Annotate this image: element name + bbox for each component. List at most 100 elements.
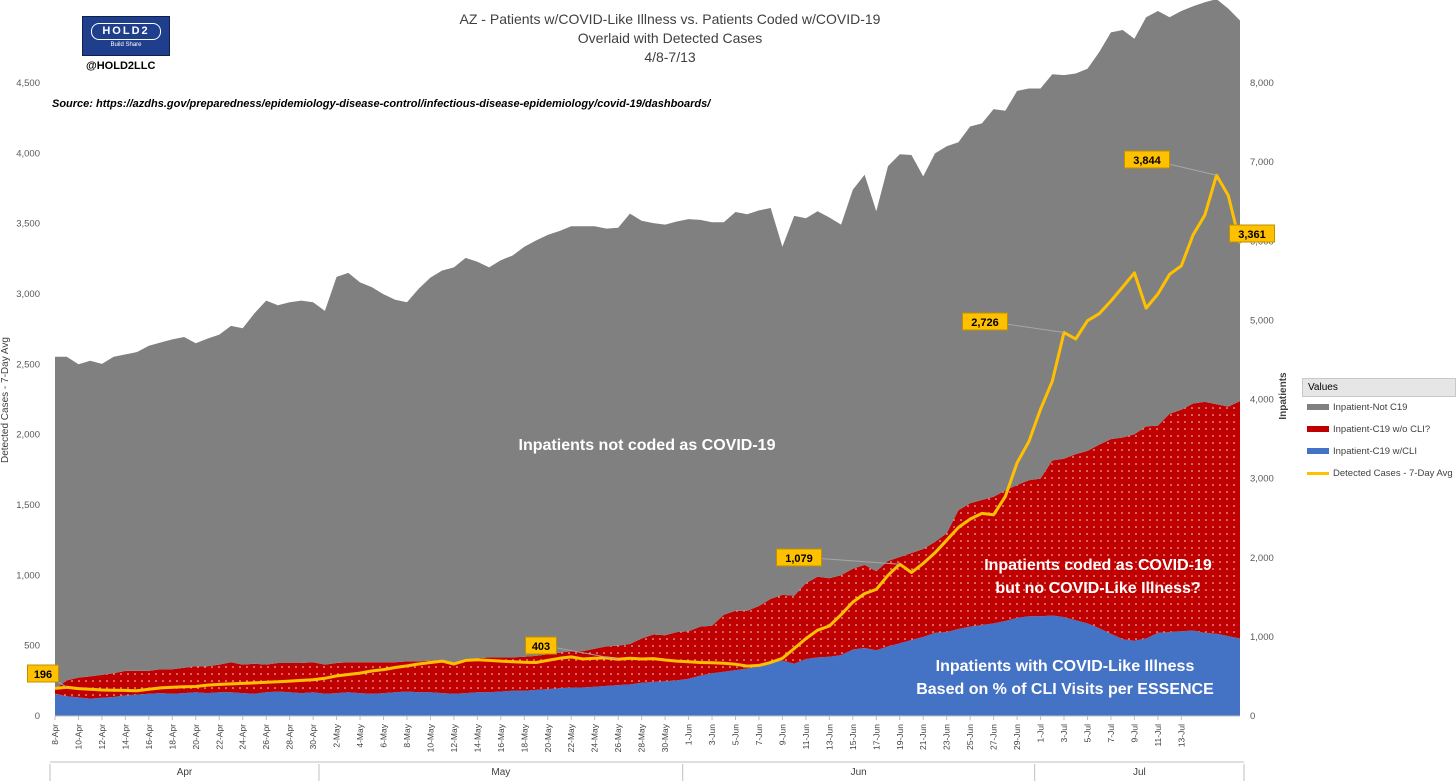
- x-tick-label: 17-Jun: [871, 724, 881, 750]
- x-tick-label: 12-May: [449, 723, 459, 752]
- x-tick-label: 11-Jun: [801, 724, 811, 750]
- legend-label: Detected Cases - 7-Day Avg: [1333, 468, 1453, 479]
- y2-tick-label: 7,000: [1250, 157, 1274, 168]
- x-tick-label: 8-May: [402, 723, 412, 747]
- legend-item-detected-cases: Detected Cases - 7-Day Avg: [1302, 463, 1456, 485]
- legend-item-not-c19: Inpatient-Not C19: [1302, 397, 1456, 419]
- legend-label: Inpatient-C19 w/o CLI?: [1333, 424, 1431, 435]
- annotation-box: [962, 312, 1008, 331]
- month-label: May: [491, 767, 510, 778]
- chart-title: AZ - Patients w/COVID-Like Illness vs. P…: [400, 10, 940, 67]
- x-tick-label: 5-Jul: [1082, 724, 1092, 743]
- y-tick-label: 2,500: [16, 359, 40, 370]
- y-tick-label: 3,000: [16, 289, 40, 300]
- legend-title: Values: [1302, 378, 1456, 397]
- legend-swatch-blue: [1307, 448, 1329, 455]
- legend-label: Inpatient-Not C19: [1333, 402, 1408, 413]
- legend-item-c19-w-cli: Inpatient-C19 w/CLI: [1302, 441, 1456, 463]
- annotation-box: [1229, 224, 1275, 243]
- x-tick-label: 9-Jul: [1129, 724, 1139, 743]
- legend: Values Inpatient-Not C19 Inpatient-C19 w…: [1302, 378, 1456, 485]
- region-label: Inpatients coded as COVID-19: [984, 557, 1212, 574]
- annotation-label: 3,361: [1238, 229, 1266, 241]
- x-tick-label: 26-May: [613, 723, 623, 752]
- y2-axis-label: Inpatients: [1278, 372, 1289, 420]
- y2-tick-label: 8,000: [1250, 78, 1274, 89]
- x-tick-label: 12-Apr: [97, 724, 107, 750]
- y-tick-label: 4,500: [16, 78, 40, 89]
- area-series-2: [55, 0, 1240, 690]
- x-tick-label: 7-Jul: [1106, 724, 1116, 743]
- month-label: Jun: [851, 767, 867, 778]
- x-tick-label: 3-Jul: [1059, 724, 1069, 743]
- x-tick-label: 19-Jun: [895, 724, 905, 750]
- y2-tick-label: 4,000: [1250, 395, 1274, 406]
- x-tick-label: 9-Jun: [777, 724, 787, 746]
- source-note: Source: https://azdhs.gov/preparedness/e…: [52, 98, 711, 110]
- y-tick-label: 4,000: [16, 148, 40, 159]
- annotation-box: [27, 664, 59, 683]
- x-tick-label: 20-Apr: [191, 724, 201, 750]
- x-tick-label: 16-Apr: [144, 724, 154, 750]
- x-tick-label: 28-May: [637, 723, 647, 752]
- region-label: but no COVID-Like Illness?: [995, 580, 1200, 597]
- month-label: Jul: [1133, 767, 1146, 778]
- area-series-1: [55, 401, 1240, 699]
- x-tick-label: 23-Jun: [942, 724, 952, 750]
- x-tick-label: 5-Jun: [730, 724, 740, 746]
- logo-text: HOLD2: [91, 23, 161, 40]
- x-tick-label: 15-Jun: [848, 724, 858, 750]
- month-label: Apr: [177, 767, 193, 778]
- y2-tick-label: 0: [1250, 711, 1255, 722]
- title-line-3: 4/8-7/13: [644, 49, 696, 65]
- y-tick-label: 3,500: [16, 219, 40, 230]
- y-tick-label: 1,500: [16, 500, 40, 511]
- x-tick-label: 14-Apr: [120, 724, 130, 750]
- title-line-2: Overlaid with Detected Cases: [577, 30, 763, 46]
- y-tick-label: 1,000: [16, 570, 40, 581]
- x-tick-label: 16-May: [496, 723, 506, 752]
- x-tick-label: 13-Jun: [824, 724, 834, 750]
- region-label: Inpatients not coded as COVID-19: [519, 437, 776, 454]
- y-tick-label: 2,000: [16, 430, 40, 441]
- x-tick-label: 10-Apr: [73, 724, 83, 750]
- x-tick-label: 18-Apr: [167, 724, 177, 750]
- x-tick-label: 1-Jul: [1036, 724, 1046, 743]
- x-tick-label: 3-Jun: [707, 724, 717, 746]
- twitter-handle: @HOLD2LLC: [86, 60, 156, 72]
- title-line-1: AZ - Patients w/COVID-Like Illness vs. P…: [459, 11, 881, 27]
- annotation-box: [1124, 150, 1170, 169]
- detected-cases-line: [54, 173, 1242, 693]
- logo-tagline: Build Share: [110, 42, 142, 48]
- x-tick-label: 8-Apr: [50, 724, 60, 745]
- legend-swatch-red: [1307, 426, 1329, 433]
- x-tick-label: 29-Jun: [1012, 724, 1022, 750]
- area-series-0: [55, 615, 1240, 716]
- x-tick-label: 10-May: [425, 723, 435, 752]
- annotation-label: 1,079: [785, 553, 813, 565]
- region-label: Inpatients with COVID-Like Illness: [936, 658, 1195, 675]
- y2-tick-label: 2,000: [1250, 553, 1274, 564]
- x-tick-label: 27-Jun: [989, 724, 999, 750]
- annotation-box: [525, 636, 557, 655]
- annotation-label: 2,726: [971, 317, 999, 329]
- x-tick-label: 30-Apr: [308, 724, 318, 750]
- x-tick-label: 11-Jul: [1153, 724, 1163, 747]
- x-tick-label: 22-Apr: [214, 724, 224, 750]
- x-tick-label: 24-Apr: [238, 724, 248, 750]
- x-tick-label: 30-May: [660, 723, 670, 752]
- annotation-label: 196: [34, 669, 52, 681]
- annotation-box: [776, 548, 822, 567]
- annotation-label: 3,844: [1133, 155, 1161, 167]
- x-tick-label: 6-May: [379, 723, 389, 747]
- x-tick-label: 13-Jul: [1176, 724, 1186, 747]
- y-axis-label: Detected Cases - 7-Day Avg: [0, 337, 11, 463]
- x-tick-label: 26-Apr: [261, 724, 271, 750]
- x-tick-label: 14-May: [472, 723, 482, 752]
- x-tick-label: 22-May: [566, 723, 576, 752]
- x-tick-label: 1-Jun: [684, 724, 694, 746]
- y2-tick-label: 3,000: [1250, 474, 1274, 485]
- x-tick-label: 24-May: [590, 723, 600, 752]
- y-tick-label: 500: [24, 641, 40, 652]
